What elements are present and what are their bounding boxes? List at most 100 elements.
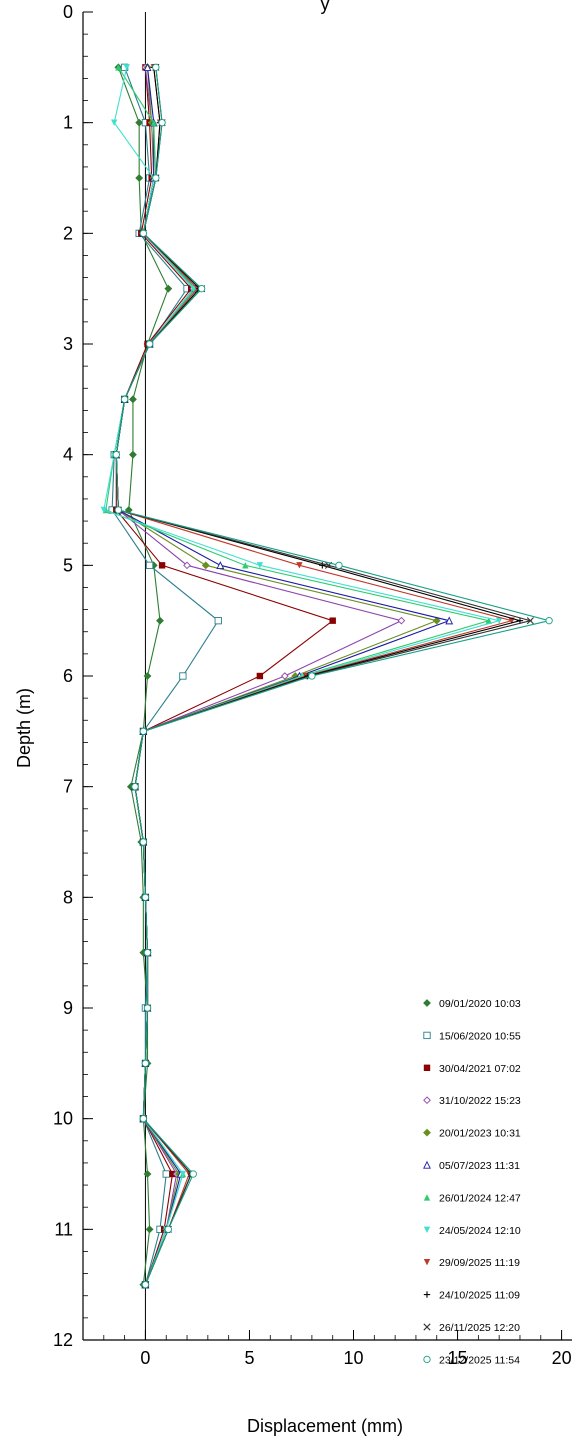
data-point [397, 616, 406, 625]
legend-item: 24/05/2024 12:10 [423, 1225, 521, 1237]
x-tick-label: 20 [552, 1348, 572, 1368]
data-point [432, 616, 441, 625]
y-tick-label: 3 [63, 334, 73, 354]
data-point [145, 340, 154, 348]
data-point [139, 1115, 147, 1123]
data-point [143, 1170, 152, 1178]
legend-item: 20/01/2023 10:31 [423, 1128, 521, 1140]
data-point [281, 672, 289, 680]
legend-item: 05/07/2023 11:31 [423, 1160, 520, 1172]
data-point [526, 617, 534, 625]
data-point [120, 395, 129, 403]
data-point [197, 285, 206, 293]
legend-item: 26/11/2025 12:20 [423, 1322, 520, 1334]
data-point [216, 561, 225, 569]
data-point [143, 63, 152, 71]
y-tick-label: 4 [63, 445, 73, 465]
data-point [329, 617, 336, 624]
data-point [296, 562, 303, 569]
legend-marker [423, 1064, 431, 1071]
x-tick-label: 15 [448, 1348, 468, 1368]
data-point [100, 506, 108, 514]
data-point [152, 174, 160, 182]
data-point [162, 1170, 170, 1178]
data-point [256, 562, 264, 569]
legend-marker [423, 1323, 431, 1331]
legend-label: 29/09/2025 11:19 [439, 1257, 520, 1269]
data-point [335, 561, 343, 569]
legend-label: 31/10/2022 15:23 [439, 1095, 521, 1107]
legend-item: 15/06/2020 10:55 [423, 1030, 521, 1042]
data-point [179, 1170, 187, 1178]
data-point [112, 451, 120, 459]
legend-marker [423, 1128, 431, 1137]
legend-marker [423, 1291, 431, 1298]
legend-item: 26/01/2024 12:47 [423, 1192, 521, 1204]
y-axis-label: Depth (m) [14, 688, 34, 768]
data-point [115, 64, 122, 71]
data-point [256, 672, 264, 680]
y-tick-label: 5 [63, 555, 73, 575]
data-point [111, 119, 118, 126]
legend-label: 26/01/2024 12:47 [439, 1192, 521, 1204]
data-point [143, 949, 152, 957]
data-point [131, 783, 139, 791]
legend-label: 15/06/2020 10:55 [439, 1030, 521, 1042]
data-point [190, 285, 197, 292]
data-point [201, 561, 210, 570]
y-tick-label: 8 [63, 887, 73, 907]
legend-marker [423, 1259, 431, 1266]
data-point [141, 1059, 150, 1067]
data-point [145, 1225, 154, 1234]
legend-item: 24/10/2025 11:09 [423, 1290, 520, 1302]
legend-marker [423, 999, 431, 1007]
legend-marker [423, 1355, 431, 1364]
legend-item: 23/12/2025 11:54 [423, 1354, 520, 1366]
legend-label: 24/05/2024 12:10 [439, 1225, 521, 1237]
data-point [114, 506, 123, 514]
legend-marker [423, 1160, 431, 1169]
y-tick-label: 10 [53, 1109, 73, 1129]
y-tick-label: 2 [63, 223, 73, 243]
data-point [135, 118, 144, 127]
x-tick-label: 0 [140, 1348, 150, 1368]
data-point [141, 1281, 150, 1289]
y-tick-label: 9 [63, 998, 73, 1018]
data-point [158, 119, 166, 127]
data-point [214, 617, 222, 625]
x-tick-label: 5 [244, 1348, 254, 1368]
data-point [129, 395, 137, 404]
data-point [164, 284, 173, 293]
data-point [156, 616, 164, 625]
y-tick-label: 11 [54, 1219, 73, 1239]
data-point [152, 63, 160, 71]
y-tick-label: 12 [53, 1330, 73, 1350]
legend-item: 31/10/2022 15:23 [423, 1095, 521, 1107]
data-point [189, 1170, 197, 1178]
data-point [308, 672, 316, 680]
data-point [150, 119, 157, 126]
title-fragment: y [321, 0, 330, 14]
legend-marker [423, 1096, 431, 1105]
legend-marker [423, 1031, 431, 1040]
data-point [143, 1004, 152, 1012]
legend-label: 09/01/2020 10:03 [439, 998, 521, 1010]
legend-label: 05/07/2023 11:31 [439, 1160, 520, 1172]
data-point [242, 562, 249, 569]
data-point [183, 561, 191, 570]
plot-series [100, 63, 553, 1289]
data-point [123, 64, 130, 71]
legend: 09/01/2020 10:03 15/06/2020 10:55 30/04/20… [423, 998, 521, 1366]
legend-label: 30/04/2021 07:02 [439, 1063, 521, 1075]
data-point [135, 174, 144, 182]
legend-label: 24/10/2025 11:09 [439, 1290, 520, 1302]
data-point [158, 562, 166, 569]
legend-label: 20/01/2023 10:31 [439, 1128, 521, 1140]
data-point [139, 727, 147, 735]
legend-marker [423, 1194, 431, 1201]
data-point [169, 1170, 176, 1178]
data-point [164, 1225, 172, 1233]
legend-item: 30/04/2021 07:02 [423, 1063, 521, 1075]
legend-marker [423, 1226, 431, 1233]
